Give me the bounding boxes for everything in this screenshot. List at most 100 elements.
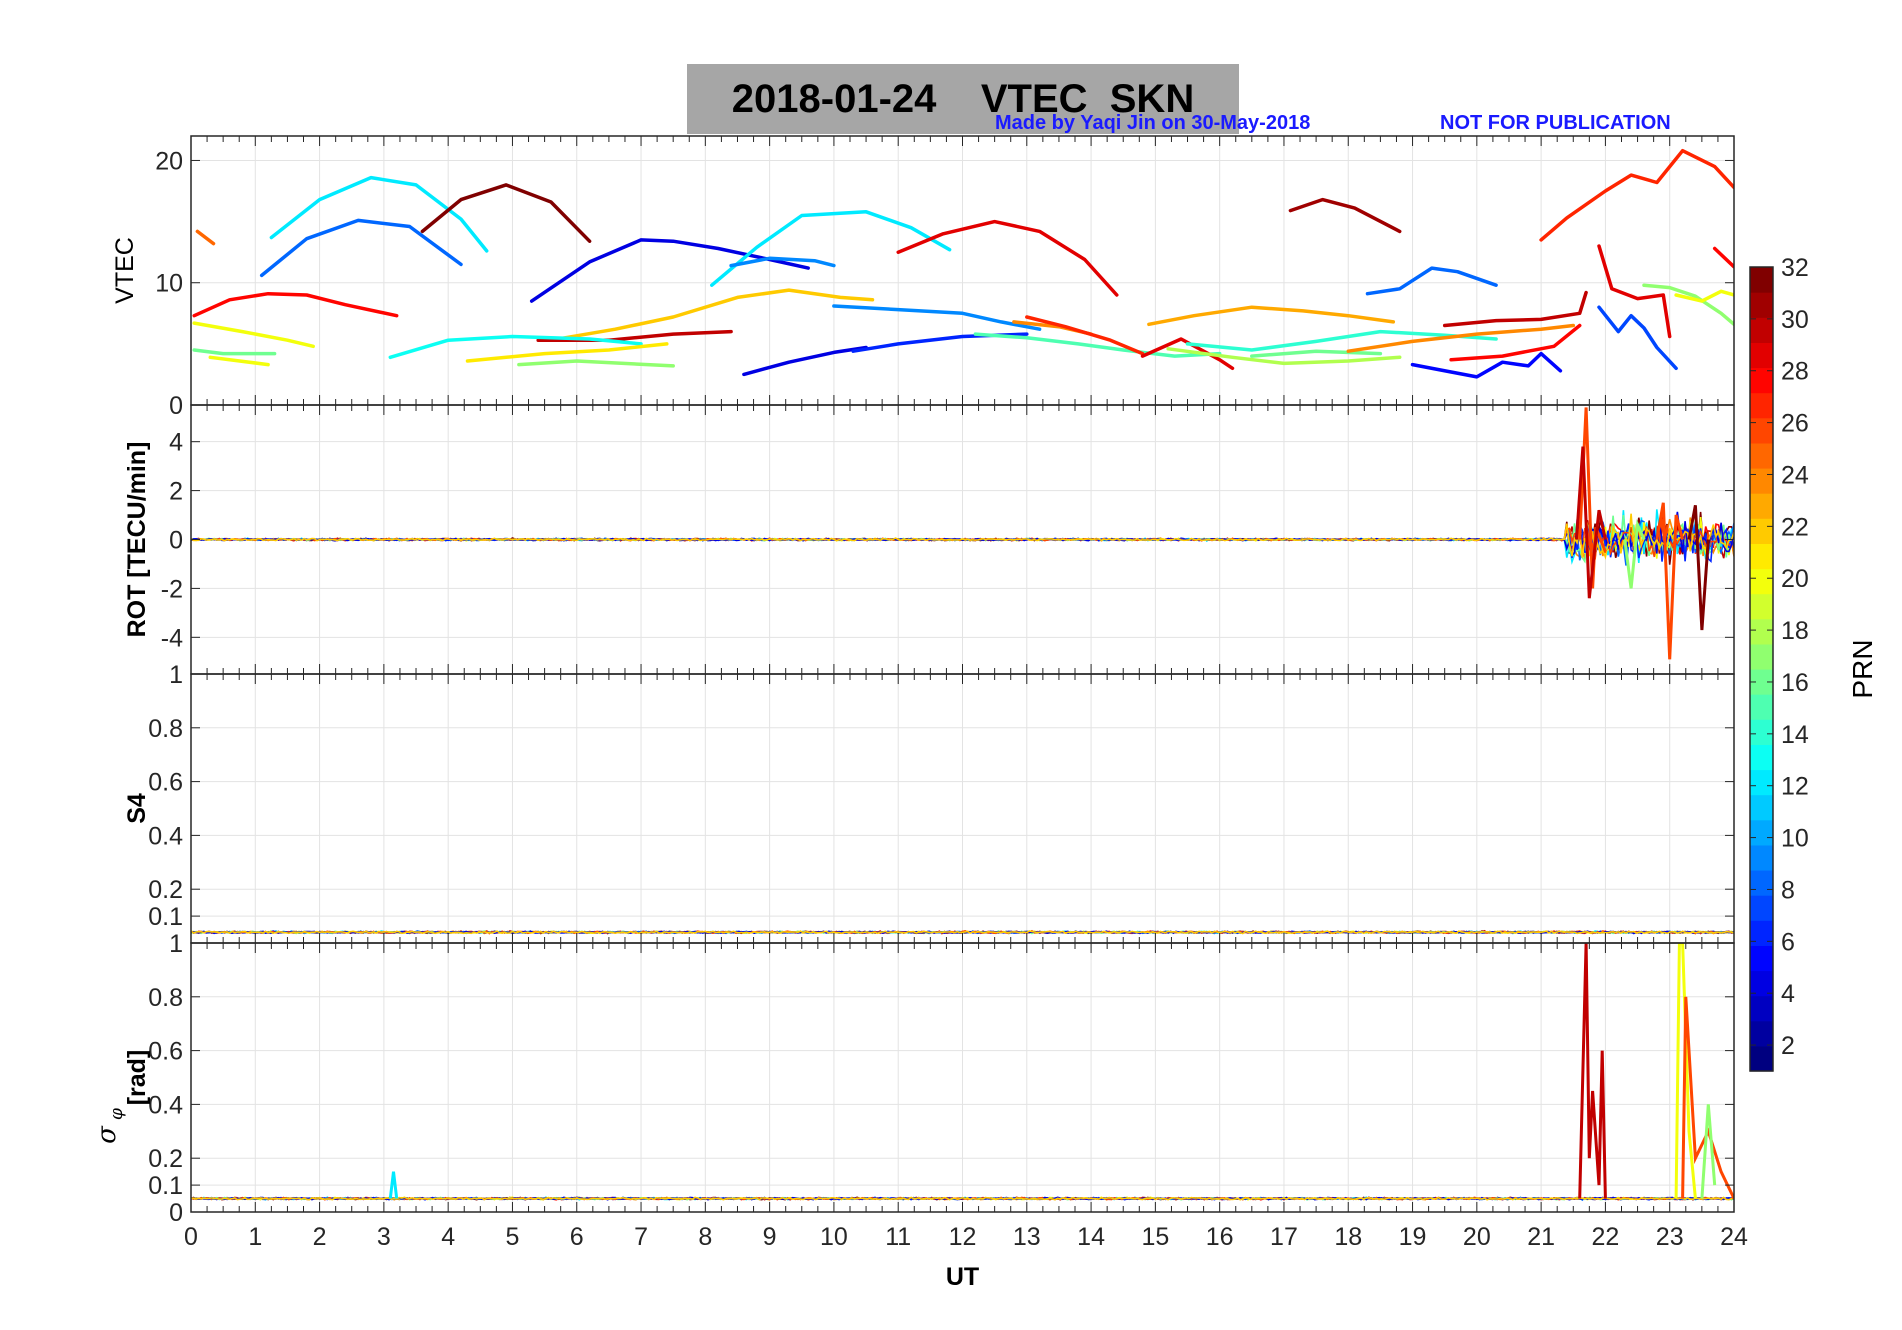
vtec-series-line xyxy=(973,332,1222,358)
colorbar-segment xyxy=(1750,694,1773,720)
colorbar-segment xyxy=(1750,844,1773,871)
y-tick-label: 0 xyxy=(169,527,183,555)
x-tick-label: 15 xyxy=(1141,1223,1169,1251)
vtec-series-line xyxy=(1674,289,1734,303)
vtec-series-line xyxy=(1140,337,1235,371)
y-tick-label: 1 xyxy=(169,661,183,689)
vtec-series-line xyxy=(1365,266,1498,296)
colorbar-segment xyxy=(1750,543,1773,570)
x-tick-label: 21 xyxy=(1527,1223,1555,1251)
colorbar-segment xyxy=(1750,643,1773,670)
vtec-series-line xyxy=(192,291,399,318)
colorbar-segment xyxy=(1750,442,1773,469)
x-tick-label: 5 xyxy=(506,1223,520,1251)
vtec-series-line xyxy=(1597,244,1672,339)
colorbar-tick-label: 20 xyxy=(1781,565,1809,593)
x-tick-label: 14 xyxy=(1077,1223,1105,1251)
colorbar-segment xyxy=(1750,744,1773,771)
vtec-series-line xyxy=(742,345,868,377)
y-tick-label: 0.2 xyxy=(148,1145,183,1173)
colorbar-tick-label: 2 xyxy=(1781,1032,1795,1060)
y-tick-label: 20 xyxy=(155,147,183,175)
vtec-series-line xyxy=(388,334,643,360)
notice-text: NOT FOR PUBLICATION xyxy=(1440,112,1671,134)
rot-series-line xyxy=(191,513,1734,560)
vtec-series-line xyxy=(1147,305,1396,327)
colorbar-segment xyxy=(1750,367,1773,394)
vtec-series-line xyxy=(1642,283,1734,327)
vtec-series-line xyxy=(896,219,1119,297)
colorbar-segment xyxy=(1750,618,1773,645)
colorbar-tick-label: 18 xyxy=(1781,617,1809,645)
colorbar-segment xyxy=(1750,392,1773,419)
title-background xyxy=(687,64,1239,134)
vtec-series-line xyxy=(1712,246,1734,269)
y-tick-label: 0.4 xyxy=(148,822,183,850)
vtec-series-line xyxy=(1539,148,1734,242)
y-tick-label: 0 xyxy=(169,392,183,420)
vtec-series-line xyxy=(192,321,315,349)
vtec-series-line xyxy=(1166,347,1402,366)
chart-title: 2018-01-24 VTEC SKN xyxy=(731,76,1195,121)
colorbar-tick-label: 30 xyxy=(1781,306,1809,334)
sigma-phi-subscript: φ xyxy=(107,1108,127,1120)
x-axis-label: UT xyxy=(946,1263,979,1291)
rot-spike-line xyxy=(1655,502,1685,660)
y-tick-label: 0.8 xyxy=(148,984,183,1012)
colorbar-tick-label: 32 xyxy=(1781,254,1809,282)
vtec-series-line xyxy=(269,175,489,253)
sigma_phi-y-axis-label: [rad] xyxy=(123,1050,151,1106)
colorbar-segment xyxy=(1750,819,1773,846)
colorbar-segment xyxy=(1750,945,1773,972)
vtec-series-line xyxy=(1449,323,1582,362)
colorbar-tick-label: 6 xyxy=(1781,928,1795,956)
rot-y-axis-label: ROT [TECU/min] xyxy=(123,442,151,638)
x-tick-label: 18 xyxy=(1334,1223,1362,1251)
vtec-series-line xyxy=(729,256,836,268)
colorbar-segment xyxy=(1750,769,1773,796)
x-tick-label: 6 xyxy=(570,1223,584,1251)
colorbar-tick-label: 24 xyxy=(1781,461,1809,489)
x-tick-label: 4 xyxy=(441,1223,455,1251)
colorbar-segment xyxy=(1750,995,1773,1022)
x-tick-label: 0 xyxy=(184,1223,198,1251)
x-tick-label: 24 xyxy=(1720,1223,1748,1251)
y-tick-label: 0.2 xyxy=(148,876,183,904)
vtec-series-line xyxy=(1250,349,1383,358)
colorbar-label: PRN xyxy=(1847,639,1878,698)
sigma-phi-symbol: σ xyxy=(92,1125,122,1144)
colorbar-segment xyxy=(1750,342,1773,369)
colorbar-segment xyxy=(1750,267,1773,293)
vtec-series-line xyxy=(1442,290,1588,328)
vtec-series-line xyxy=(420,183,592,243)
sigma_phi-spike-line xyxy=(1674,943,1697,1199)
sigma_phi-series-line xyxy=(191,1196,1734,1201)
vtec-series-line xyxy=(1597,305,1678,371)
colorbar-segment xyxy=(1750,794,1773,821)
x-tick-label: 8 xyxy=(698,1223,712,1251)
colorbar-segment xyxy=(1750,1045,1773,1072)
y-tick-label: -4 xyxy=(161,624,183,652)
colorbar-tick-label: 28 xyxy=(1781,358,1809,386)
rot-spike-line xyxy=(1575,446,1607,599)
x-tick-label: 13 xyxy=(1013,1223,1041,1251)
x-tick-label: 16 xyxy=(1206,1223,1234,1251)
credit-text: Made by Yaqi Jin on 30-May-2018 xyxy=(995,112,1311,134)
rot-spike-line xyxy=(1623,518,1646,589)
colorbar-tick-label: 12 xyxy=(1781,773,1809,801)
colorbar-tick-label: 4 xyxy=(1781,980,1795,1008)
sigma_phi-spike-line xyxy=(1578,943,1607,1199)
colorbar-segment xyxy=(1750,870,1773,896)
vtec-series-line xyxy=(1025,315,1145,356)
vtec-series-line xyxy=(710,210,952,287)
x-tick-label: 19 xyxy=(1399,1223,1427,1251)
vtec-series-line xyxy=(1185,329,1498,352)
y-tick-label: 0.1 xyxy=(148,1172,183,1200)
vtec-series-line xyxy=(1410,351,1563,379)
vtec-series-line xyxy=(259,218,463,278)
x-tick-label: 1 xyxy=(248,1223,262,1251)
s4-y-axis-label: S4 xyxy=(123,793,151,824)
y-tick-label: 1 xyxy=(169,930,183,958)
